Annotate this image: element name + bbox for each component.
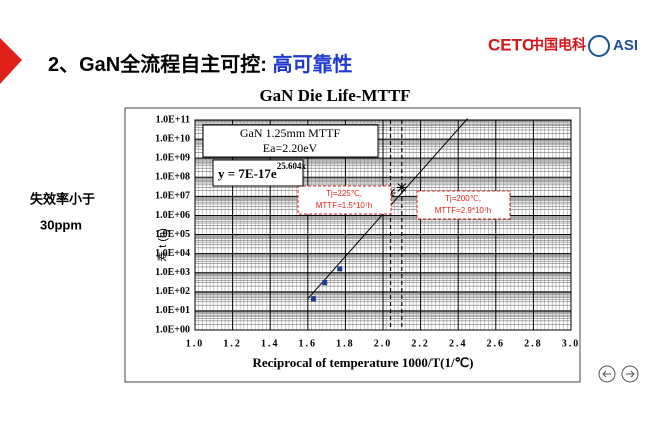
y-tick-label: 1.0E+02 bbox=[155, 286, 190, 297]
x-tick-label: 2.0 bbox=[374, 338, 393, 349]
y-tick-label: 1.0E+08 bbox=[155, 172, 190, 183]
y-tick-label: 1.0E+09 bbox=[155, 152, 190, 163]
y-tick-label: 1.0E+05 bbox=[155, 229, 190, 240]
equation: y = 7E-17e25.604x bbox=[218, 161, 306, 181]
x-tick-label: 3.0 bbox=[562, 338, 581, 349]
x-tick-label: 1.6 bbox=[299, 338, 318, 349]
accent-triangle bbox=[0, 38, 22, 84]
info-text: Ea=2.20eV bbox=[263, 141, 318, 155]
x-tick-label: 1.4 bbox=[261, 338, 280, 349]
y-tick-label: 1.0E+06 bbox=[155, 210, 190, 221]
y-tick-label: 1.0E+03 bbox=[155, 267, 190, 278]
annotation-text: Tj=225℃, bbox=[326, 189, 362, 198]
side-note: 30ppm bbox=[40, 217, 82, 232]
y-tick-label: 1.0E+10 bbox=[155, 133, 190, 144]
info-text: GaN 1.25mm MTTF bbox=[240, 126, 341, 140]
logo-asi: ASI bbox=[613, 37, 638, 54]
y-tick-label: 1.0E+00 bbox=[155, 324, 190, 335]
annotation-star bbox=[396, 182, 407, 193]
chart-title: GaN Die Life-MTTF bbox=[259, 86, 410, 105]
x-tick-label: 2.2 bbox=[411, 338, 430, 349]
nav-next[interactable] bbox=[621, 365, 639, 383]
equation-exponent: 25.604x bbox=[277, 161, 307, 171]
logo-cn: 中国电科 bbox=[530, 37, 586, 53]
x-tick-label: 1.0 bbox=[186, 338, 205, 349]
x-tick-label: 1.8 bbox=[336, 338, 355, 349]
annotation-box bbox=[297, 185, 392, 215]
x-tick-label: 2.8 bbox=[524, 338, 543, 349]
logo-cetc: CETC bbox=[488, 35, 534, 54]
x-tick-label: 1.2 bbox=[223, 338, 242, 349]
nav-prev[interactable] bbox=[598, 365, 616, 383]
x-axis-label: Reciprocal of temperature 1000/T(1/℃) bbox=[253, 355, 474, 370]
annotation-box bbox=[416, 190, 511, 220]
data-point bbox=[310, 296, 316, 302]
side-note: 失效率小于 bbox=[30, 191, 95, 206]
y-axis-label: 寿 t (h) bbox=[155, 228, 169, 262]
data-point bbox=[322, 280, 328, 286]
annotation-text: MTTF=2.9*10⁷h bbox=[435, 206, 491, 215]
y-tick-label: 1.0E+11 bbox=[156, 114, 190, 125]
equation-base: y = 7E-17e bbox=[218, 166, 277, 181]
data-point bbox=[337, 266, 343, 272]
y-tick-label: 1.0E+01 bbox=[155, 305, 190, 316]
info-box bbox=[202, 124, 379, 158]
x-tick-label: 2.6 bbox=[487, 338, 506, 349]
annotation-text: Tj=200℃, bbox=[445, 194, 481, 203]
heading: 2、GaN全流程自主可控: 高可靠性 bbox=[48, 52, 352, 76]
equation-box bbox=[212, 159, 304, 187]
annotation-text: MTTF=1.5*10⁷h bbox=[316, 201, 372, 210]
y-tick-label: 1.0E+07 bbox=[155, 191, 190, 202]
x-tick-label: 2.4 bbox=[449, 338, 468, 349]
y-tick-label: 1.0E+04 bbox=[155, 248, 190, 259]
plot: 1.0E+00 1.0E+01 1.0E+02 1.0E+03 1.0E+04 1.0E+… bbox=[155, 114, 581, 370]
logo-asi-icon bbox=[588, 35, 610, 57]
